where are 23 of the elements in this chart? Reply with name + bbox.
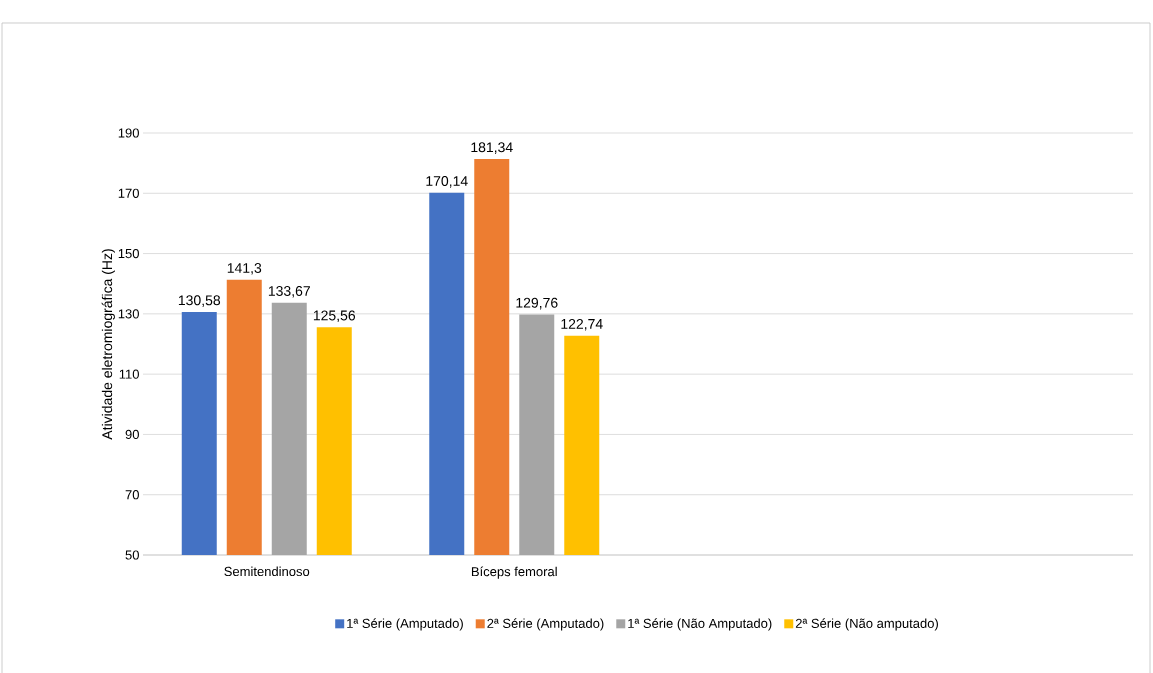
legend-label: 1ª Série (Não Amputado) [628, 618, 772, 631]
y-tick-label: 130 [118, 309, 139, 319]
y-tick-label: 190 [118, 128, 139, 138]
y-tick-label: 50 [125, 550, 139, 560]
data-label: 129,76 [516, 297, 558, 310]
x-tick-label: Bíceps femoral [471, 566, 557, 579]
data-label: 181,34 [471, 142, 513, 154]
legend-label: 2ª Série (Não amputado) [795, 618, 938, 631]
y-tick-label: 70 [125, 490, 139, 500]
data-label: 130,58 [178, 295, 221, 307]
x-tick-label: Semitendinoso [224, 566, 310, 577]
legend-label: 1ª Série (Amputado) [347, 618, 463, 631]
y-tick-label: 90 [125, 429, 139, 440]
legend-label: 2ª Série (Amputado) [487, 618, 604, 631]
y-axis-title: Atividade eletromiográfica (Hz) [101, 249, 115, 440]
data-label: 170,14 [426, 176, 468, 188]
y-tick-label: 150 [118, 248, 139, 259]
data-label: 125,56 [313, 310, 356, 323]
data-label: 141,3 [227, 263, 262, 275]
y-tick-label: 170 [118, 188, 139, 198]
data-label: 133,67 [268, 286, 310, 298]
y-tick-label: 110 [119, 369, 139, 379]
data-label: 122,74 [561, 318, 603, 331]
